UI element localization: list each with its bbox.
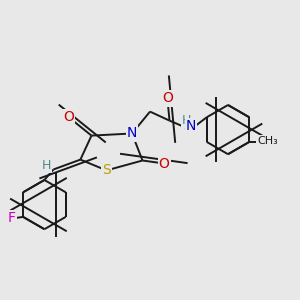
Text: O: O	[63, 110, 74, 124]
Text: N: N	[127, 127, 137, 140]
Text: O: O	[162, 92, 173, 105]
Text: CH₃: CH₃	[257, 136, 278, 146]
Text: H: H	[42, 159, 52, 172]
Text: H: H	[182, 114, 192, 127]
Text: N: N	[186, 119, 196, 133]
Text: F: F	[8, 211, 16, 225]
Text: O: O	[159, 157, 170, 170]
Text: S: S	[102, 164, 111, 177]
